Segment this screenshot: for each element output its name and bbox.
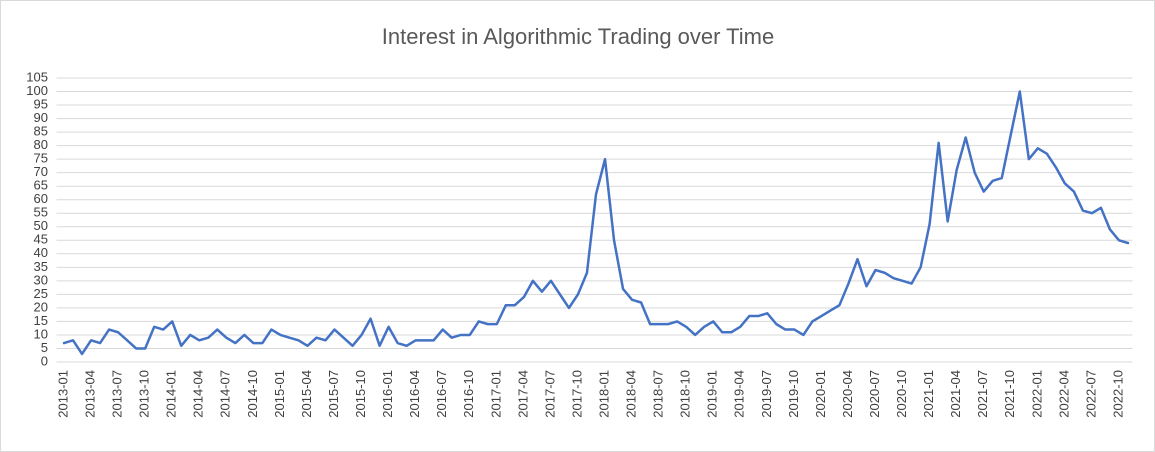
x-tick-label: 2018-07 — [651, 370, 666, 418]
y-tick-label: 30 — [34, 272, 48, 287]
y-tick-label: 20 — [34, 299, 48, 314]
x-tick-label: 2020-07 — [867, 370, 882, 418]
y-tick-label: 70 — [34, 164, 48, 179]
x-tick-label: 2021-01 — [921, 370, 936, 418]
y-tick-label: 60 — [34, 191, 48, 206]
y-tick-label: 105 — [26, 69, 48, 84]
x-tick-label: 2018-04 — [624, 370, 639, 418]
x-tick-label: 2018-10 — [678, 370, 693, 418]
x-tick-label: 2014-07 — [218, 370, 233, 418]
y-tick-label: 35 — [34, 259, 48, 274]
x-tick-label: 2016-01 — [380, 370, 395, 418]
x-tick-label: 2020-10 — [894, 370, 909, 418]
x-tick-label: 2015-01 — [272, 370, 287, 418]
x-tick-label: 2018-01 — [596, 370, 611, 418]
y-tick-label: 75 — [34, 151, 48, 166]
x-tick-label: 2015-04 — [299, 370, 314, 418]
x-tick-label: 2017-07 — [542, 370, 557, 418]
y-tick-label: 5 — [41, 340, 48, 355]
x-tick-label: 2019-01 — [705, 370, 720, 418]
y-tick-label: 45 — [34, 232, 48, 247]
x-tick-label: 2017-01 — [488, 370, 503, 418]
x-tick-label: 2017-04 — [515, 370, 530, 418]
y-tick-label: 15 — [34, 313, 48, 328]
y-tick-label: 55 — [34, 205, 48, 220]
x-tick-label: 2013-04 — [82, 370, 97, 418]
x-tick-label: 2021-04 — [948, 370, 963, 418]
data-line — [62, 90, 1130, 356]
x-tick-label: 2022-10 — [1110, 370, 1125, 418]
x-tick-label: 2015-07 — [326, 370, 341, 418]
x-tick-label: 2021-07 — [975, 370, 990, 418]
x-tick-label: 2013-10 — [137, 370, 152, 418]
y-tick-label: 100 — [26, 83, 48, 98]
y-tick-label: 95 — [34, 96, 48, 111]
x-tick-label: 2014-04 — [191, 370, 206, 418]
x-tick-label: 2016-04 — [407, 370, 422, 418]
x-tick-label: 2022-01 — [1029, 370, 1044, 418]
x-tick-label: 2014-10 — [245, 370, 260, 418]
y-tick-label: 40 — [34, 245, 48, 260]
x-tick-label: 2014-01 — [164, 370, 179, 418]
x-tick-label: 2022-07 — [1083, 370, 1098, 418]
x-tick-label: 2019-10 — [786, 370, 801, 418]
y-tick-label: 0 — [41, 353, 48, 368]
y-tick-label: 80 — [34, 137, 48, 152]
y-tick-label: 10 — [34, 326, 48, 341]
x-tick-label: 2020-04 — [840, 370, 855, 418]
y-tick-label: 25 — [34, 286, 48, 301]
x-tick-label: 2019-07 — [759, 370, 774, 418]
y-tick-label: 85 — [34, 124, 48, 139]
chart-title: Interest in Algorithmic Trading over Tim… — [382, 24, 775, 49]
x-tick-label: 2017-10 — [569, 370, 584, 418]
x-tick-label: 2020-01 — [813, 370, 828, 418]
x-tick-label: 2015-10 — [353, 370, 368, 418]
x-tick-label: 2022-04 — [1056, 370, 1071, 418]
y-tick-label: 65 — [34, 178, 48, 193]
x-tick-label: 2016-07 — [434, 370, 449, 418]
x-tick-label: 2021-10 — [1002, 370, 1017, 418]
y-tick-label: 90 — [34, 110, 48, 125]
x-tick-label: 2013-01 — [55, 370, 70, 418]
x-tick-label: 2019-04 — [732, 370, 747, 418]
x-tick-label: 2016-10 — [461, 370, 476, 418]
x-tick-label: 2013-07 — [110, 370, 125, 418]
y-tick-label: 50 — [34, 218, 48, 233]
